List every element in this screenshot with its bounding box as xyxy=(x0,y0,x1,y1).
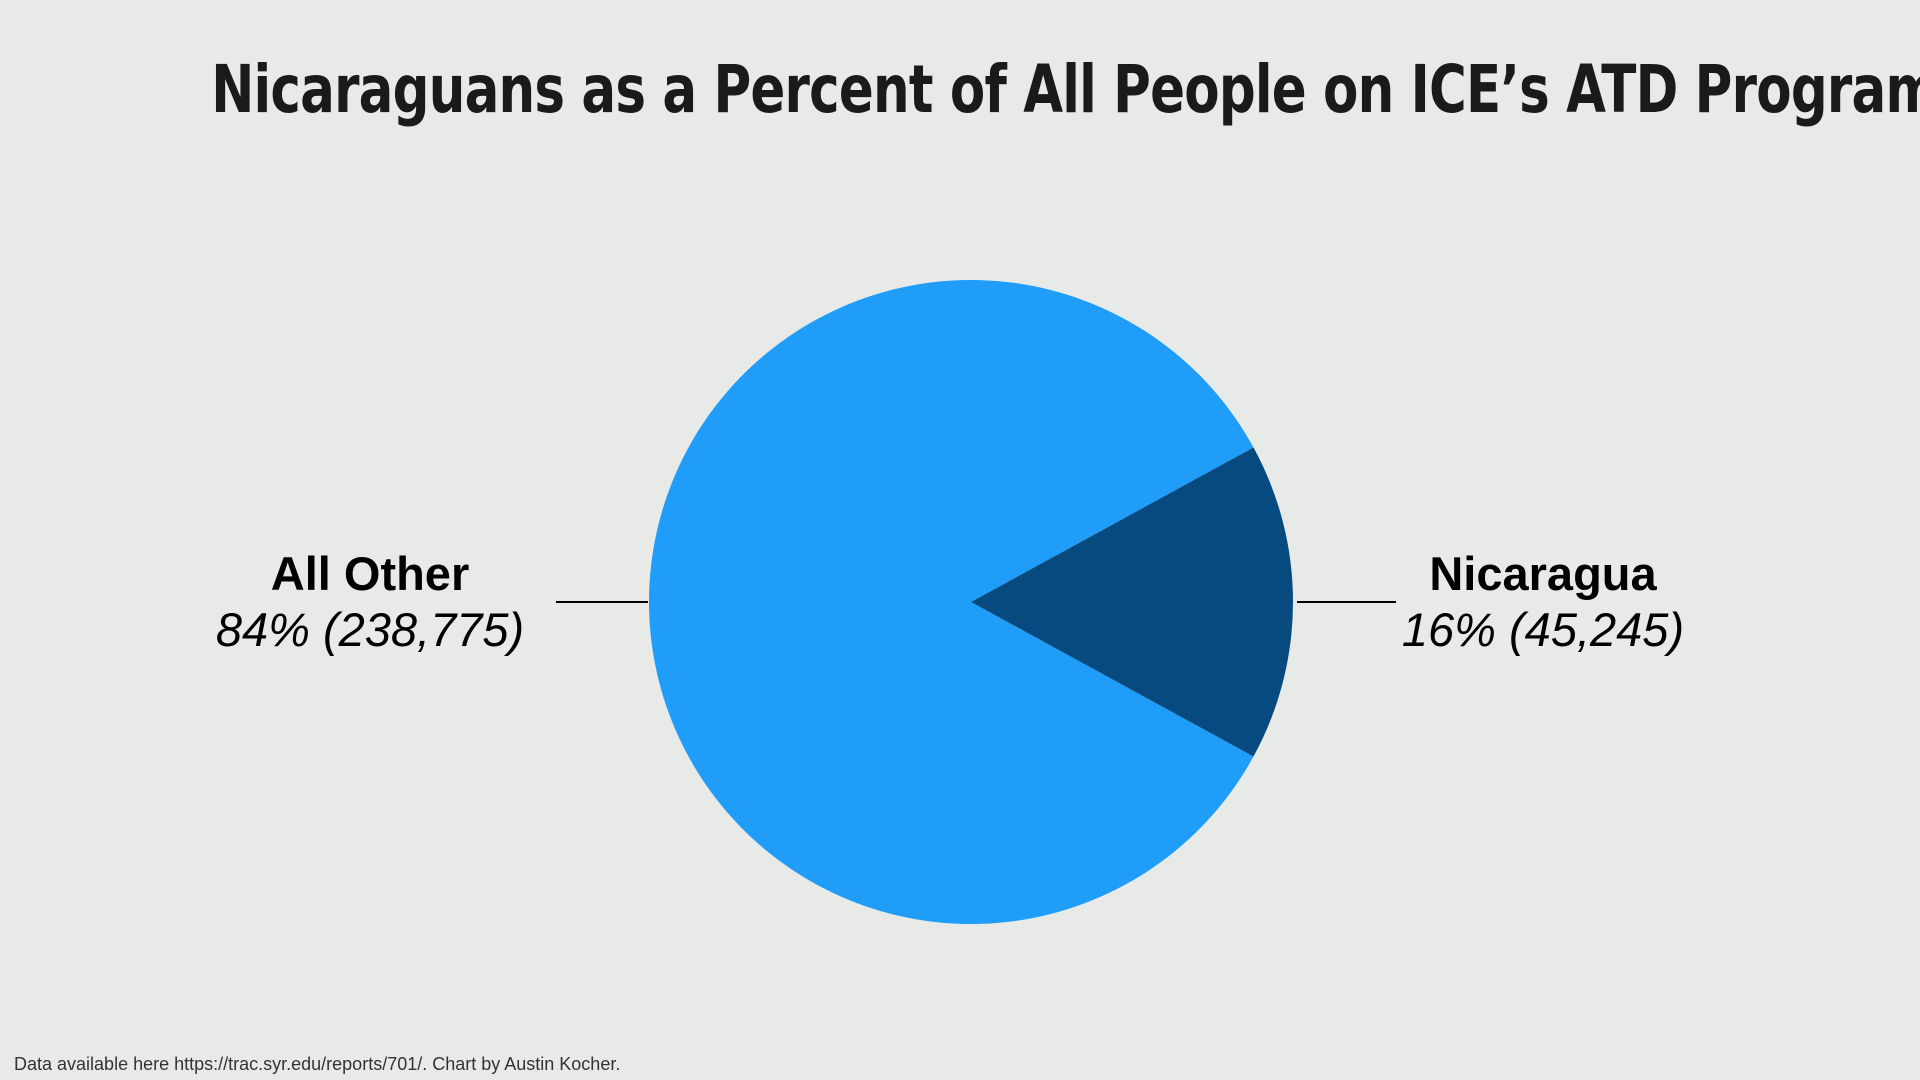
pie-slice-all-other xyxy=(649,279,1254,925)
footnote: Data available here https://trac.syr.edu… xyxy=(14,1054,621,1074)
slice-name-all-other: All Other xyxy=(270,547,470,600)
pie-slice-nicaragua xyxy=(971,447,1293,757)
slice-label-nicaragua: Nicaragua 16% (45,245) xyxy=(1343,546,1743,658)
slice-value-nicaragua: 16% (45,245) xyxy=(1401,603,1685,656)
slice-name-nicaragua: Nicaragua xyxy=(1429,547,1657,600)
chart-title: Nicaraguans as a Percent of All People o… xyxy=(211,51,1920,128)
slice-label-all-other: All Other 84% (238,775) xyxy=(170,546,570,658)
slice-value-all-other: 84% (238,775) xyxy=(215,603,525,656)
